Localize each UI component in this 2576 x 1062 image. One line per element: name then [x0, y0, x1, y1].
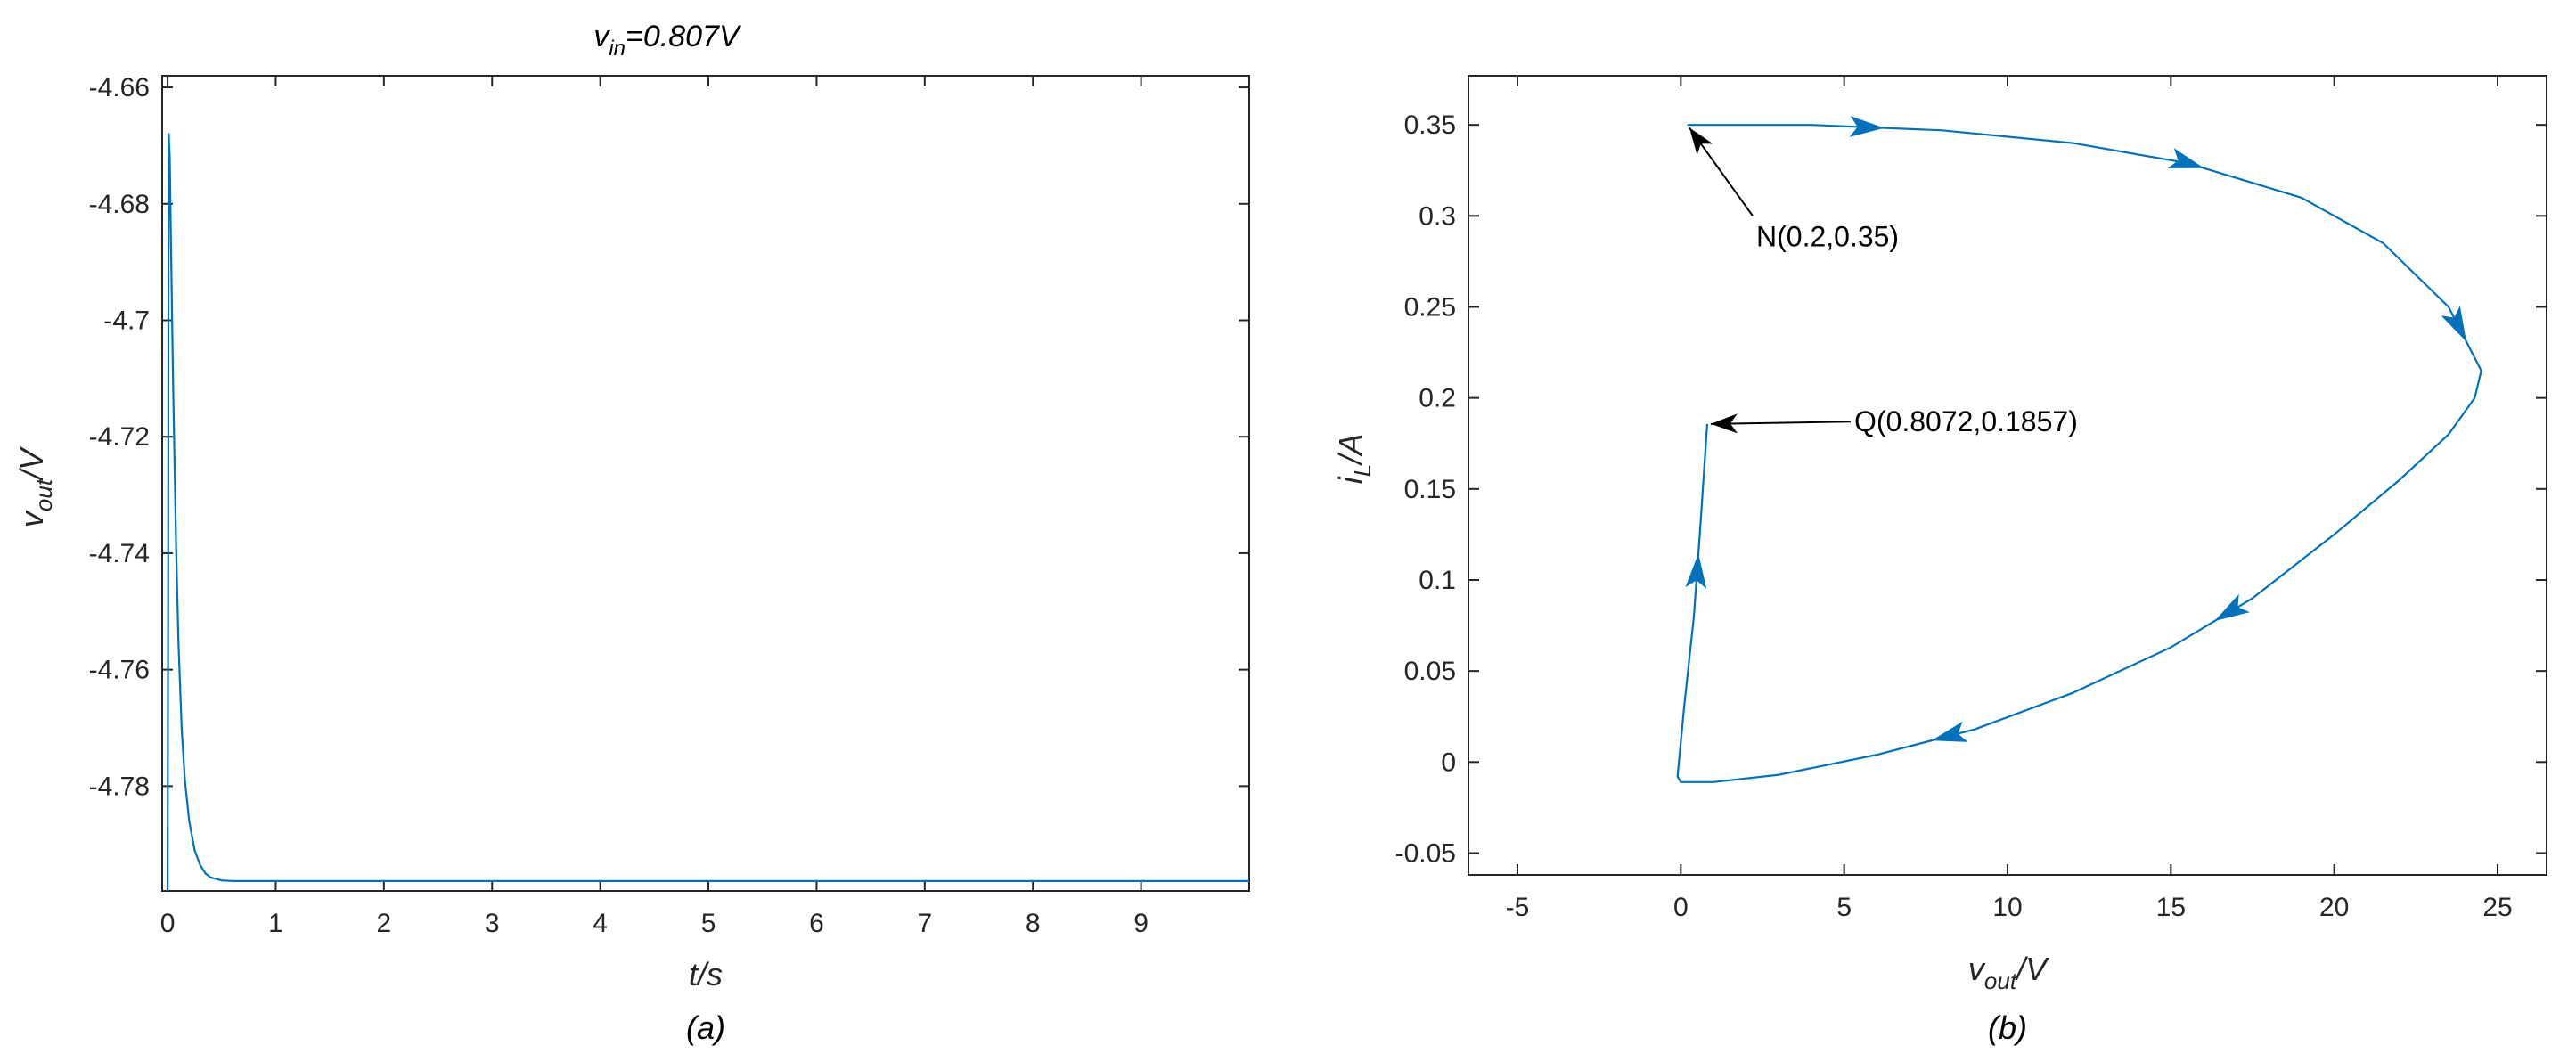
chart-b-ytick-label: 0.3: [1419, 201, 1456, 231]
chart-b-direction-arrow: [1931, 721, 1968, 742]
chart-b-ylabel-unit: /A: [1332, 434, 1369, 467]
chart-a-xlabel: t/s: [689, 956, 723, 993]
chart-a-ylabel-unit: /V: [13, 446, 50, 482]
chart-a-title-rest: =0.807V: [626, 20, 742, 53]
chart-b-xtick-label: 10: [1992, 893, 2022, 922]
chart-b-ytick-label: 0.15: [1404, 475, 1456, 504]
chart-b-direction-arrow: [2214, 593, 2250, 622]
chart-a-xtick-label: 7: [917, 909, 932, 938]
chart-b-xlabel-unit: /V: [2014, 951, 2049, 987]
chart-b-ytick-label: 0.25: [1404, 292, 1456, 322]
chart-a-xtick-label: 2: [377, 909, 392, 938]
chart-b-xlabel-sub: out: [1984, 968, 2018, 994]
chart-b-ylabel: iL/A: [1332, 434, 1376, 484]
chart-b-ylabel-var: i: [1332, 476, 1369, 484]
chart-a-ylabel: vout/V: [13, 446, 57, 527]
chart-a-title-var: v: [593, 20, 610, 53]
chart-b-ytick-label: 0: [1441, 747, 1456, 777]
chart-a-xtick-label: 5: [701, 909, 716, 938]
chart-a-ytick-label: -4.72: [89, 422, 150, 452]
chart-b-ytick-label: 0.35: [1404, 110, 1456, 140]
chart-b-xtick-label: 5: [1836, 893, 1852, 922]
chart-a-ytick-label: -4.68: [89, 190, 150, 219]
chart-panel-a: vin=0.807V t/s vout/V (a) 0 1 2 3 4 5 6 7 8 9-4.6…: [13, 20, 1250, 1046]
chart-b-xtick-label: -5: [1506, 893, 1530, 922]
chart-b-direction-arrow: [1685, 553, 1707, 589]
chart-b-xtick-label: 25: [2482, 893, 2512, 922]
chart-b-xtick-label: 15: [2156, 893, 2186, 922]
chart-a-ytick-label: -4.74: [89, 539, 150, 568]
chart-a-ylabel-var: v: [13, 510, 50, 527]
chart-b-direction-arrow: [2167, 148, 2204, 168]
chart-b-annotation-label: N(0.2,0.35): [1756, 220, 1899, 252]
chart-a-ylabel-sub: out: [30, 478, 57, 511]
chart-b-ylabel-sub: L: [1349, 464, 1376, 477]
chart-b-xlabel: vout/V: [1968, 951, 2049, 994]
chart-a-ytick-label: -4.78: [89, 772, 150, 801]
chart-a-xtick-label: 4: [593, 909, 608, 938]
chart-a-series-line: [166, 133, 1249, 892]
chart-b-ytick-label: -0.05: [1395, 838, 1456, 868]
chart-a-title: vin=0.807V: [593, 20, 742, 61]
chart-a-ytick-label: -4.66: [89, 73, 150, 102]
chart-a-xtick-label: 9: [1133, 909, 1149, 938]
chart-a-ytick-label: -4.76: [89, 656, 150, 685]
chart-a-xtick-label: 3: [485, 909, 500, 938]
chart-b-axes-box: [1468, 75, 2547, 876]
chart-a-xtick-label: 1: [268, 909, 283, 938]
chart-a-ytick-label: -4.7: [103, 306, 150, 336]
chart-b-annotation-arrow-head: [1689, 127, 1713, 156]
chart-b-ytick-label: 0.1: [1419, 566, 1456, 595]
chart-b-annotation-label: Q(0.8072,0.1857): [1854, 405, 2078, 437]
chart-a-xtick-label: 6: [809, 909, 824, 938]
chart-b-annotation-arrow-line: [1710, 421, 1852, 425]
chart-a-xtick-label: 8: [1026, 909, 1041, 938]
chart-a-axes-box: [161, 75, 1250, 892]
chart-b-xlabel-var: v: [1968, 951, 1986, 987]
chart-b-xtick-label: 20: [2319, 893, 2349, 922]
chart-panel-b: vout/V iL/A (b) -5 0 5 10 15 20 25 -0.05 0 0.05 0.…: [1332, 75, 2547, 1046]
chart-b-ytick-label: 0.2: [1419, 384, 1456, 413]
chart-b-ytick-label: 0.05: [1404, 657, 1456, 686]
chart-a-xtick-label: 0: [160, 909, 176, 938]
chart-a-caption: (a): [686, 1009, 725, 1046]
chart-b-direction-arrow: [1849, 116, 1885, 137]
chart-b-xtick-label: 0: [1673, 893, 1689, 922]
chart-b-series-line: [1676, 124, 2482, 783]
chart-b-annotation-arrow-head: [1710, 413, 1738, 434]
chart-b-caption: (b): [1988, 1009, 2027, 1046]
chart-a-title-sub: in: [609, 37, 626, 61]
chart-b-direction-arrow: [2441, 306, 2466, 342]
